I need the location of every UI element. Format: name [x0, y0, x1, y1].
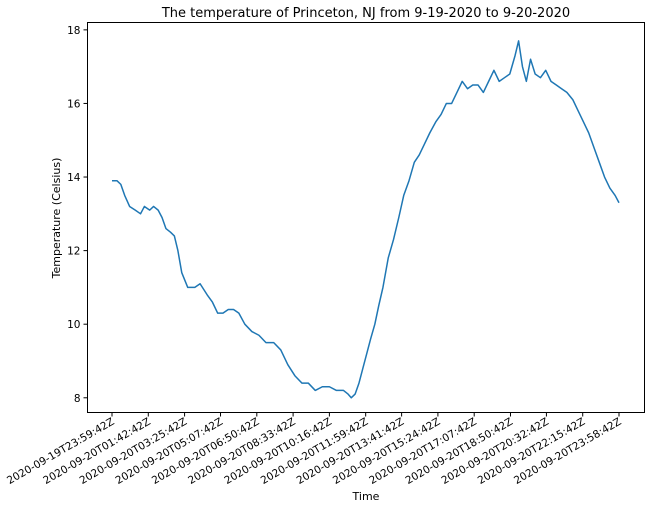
y-tick-label: 8 — [74, 393, 81, 405]
x-axis: 2020-09-19T23:59:42Z2020-09-20T01:42:42Z… — [5, 412, 624, 487]
y-tick-label: 10 — [67, 319, 80, 331]
y-tick-label: 16 — [67, 98, 81, 110]
y-tick-label: 12 — [67, 246, 80, 258]
y-tick-label: 18 — [67, 25, 80, 37]
y-axis-label: Temperature (Celsius) — [50, 158, 63, 280]
y-tick-label: 14 — [67, 172, 81, 184]
plot-area — [87, 22, 645, 413]
y-axis: 8 10 12 14 16 18 — [67, 25, 88, 405]
x-axis-label: Time — [352, 490, 380, 503]
chart-title: The temperature of Princeton, NJ from 9-… — [161, 6, 570, 21]
series-line-temperature — [112, 40, 620, 399]
